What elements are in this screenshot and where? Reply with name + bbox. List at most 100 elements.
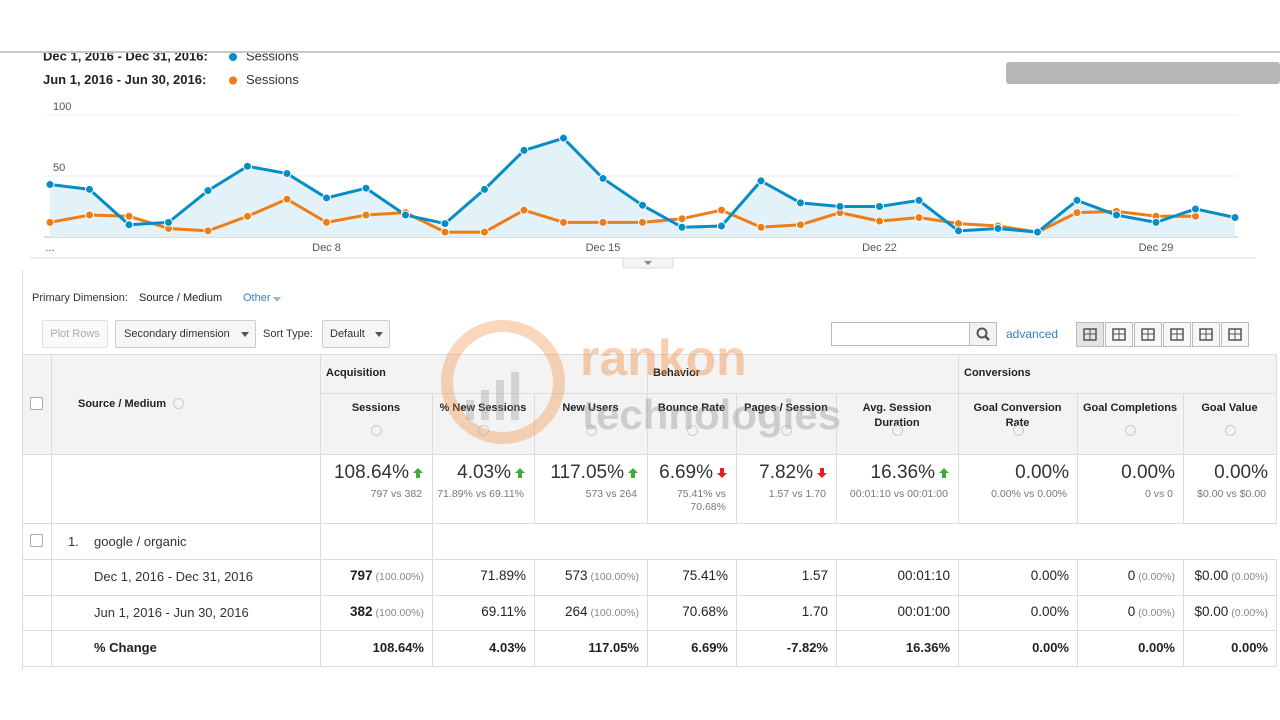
change-value: 6.69% — [691, 640, 728, 655]
row-cell — [51, 559, 321, 596]
metric-value-text: 71.89% — [480, 568, 526, 583]
row-cell — [958, 595, 1078, 631]
row-cell — [22, 559, 52, 596]
total-value-text: 108.64% — [333, 462, 409, 483]
total-value: 6.69% — [647, 462, 728, 484]
dropdown-caret — [273, 297, 281, 302]
row-cell — [647, 630, 737, 667]
data-point — [954, 226, 963, 236]
view-toggle[interactable] — [1221, 322, 1249, 347]
metric-value-text: 70.68% — [682, 604, 728, 619]
x-tick-label: Dec 22 — [862, 242, 897, 254]
legend-marker — [229, 76, 237, 85]
metric-share: (100.00%) — [590, 571, 639, 583]
totals-cell — [320, 454, 433, 524]
trend-arrow — [628, 468, 638, 478]
view-toggle[interactable] — [1134, 322, 1162, 347]
metric-value: 69.11% — [432, 604, 526, 619]
data-point — [1072, 208, 1082, 218]
metric-value: 382 (100.00%) — [320, 604, 424, 619]
row-cell — [51, 595, 321, 631]
collapse-caret — [644, 261, 652, 265]
trend-arrow — [817, 468, 827, 478]
header-cell — [1077, 393, 1184, 455]
group-label: Acquisition — [326, 367, 386, 379]
totals-cell — [958, 454, 1078, 524]
checkbox[interactable] — [30, 534, 43, 547]
view-icon — [1228, 328, 1242, 341]
metric-value: 0 (0.00%) — [1077, 568, 1175, 583]
period-label: Jun 1, 2016 - Jun 30, 2016 — [94, 605, 249, 620]
metric-value: 797 (100.00%) — [320, 568, 424, 583]
metric-value: 00:01:00 — [836, 604, 950, 619]
total-value: 117.05% — [534, 462, 639, 484]
metric-share: (100.00%) — [590, 607, 639, 619]
row-cell — [1183, 630, 1277, 667]
total-value: 0.00% — [958, 462, 1069, 484]
metric-value-text: 264 — [565, 604, 588, 619]
data-point — [322, 217, 331, 227]
header-cell — [958, 393, 1078, 455]
view-toggle[interactable] — [1105, 322, 1133, 347]
total-value: 4.03% — [432, 462, 526, 484]
row-cell — [736, 630, 837, 667]
group-label: Behavior — [653, 367, 701, 379]
data-point — [559, 217, 568, 227]
help-icon — [781, 425, 792, 436]
data-point — [322, 193, 331, 203]
view-toggle[interactable] — [1076, 322, 1104, 347]
metric-value-text: 00:01:10 — [897, 568, 950, 583]
totals-cell — [736, 454, 837, 524]
total-detail: 1.57 vs 1.70 — [768, 488, 826, 500]
search-button[interactable] — [969, 322, 997, 346]
data-point — [440, 219, 450, 229]
view-toggle[interactable] — [1163, 322, 1191, 347]
plot-rows-button[interactable]: Plot Rows — [42, 320, 108, 348]
primary-dimension-label: Primary Dimension: — [32, 292, 128, 304]
data-point — [1033, 227, 1042, 237]
row-cell — [1077, 595, 1184, 631]
totals-cell — [22, 454, 52, 524]
data-point — [796, 198, 805, 208]
trend-arrow — [515, 468, 525, 478]
group-header — [647, 354, 959, 394]
secondary-dimension-select[interactable]: Secondary dimension — [115, 320, 256, 348]
view-toggle[interactable] — [1192, 322, 1220, 347]
row-cell — [22, 630, 52, 667]
change-value: -7.82% — [786, 640, 828, 655]
search-input[interactable] — [831, 322, 970, 346]
metric-value: 573 (100.00%) — [534, 568, 639, 583]
help-icon — [1224, 425, 1236, 436]
row-cell — [432, 630, 535, 667]
data-point — [1230, 212, 1240, 222]
metric-value: 264 (100.00%) — [534, 604, 639, 619]
metric-value-text: $0.00 — [1194, 568, 1229, 583]
data-point — [45, 180, 55, 190]
sort-type-label: Sort Type: — [263, 328, 313, 340]
checkbox[interactable] — [30, 397, 43, 410]
help-icon — [892, 425, 903, 436]
data-point — [914, 195, 924, 205]
data-point — [124, 211, 134, 221]
change-value: 117.05% — [588, 640, 639, 655]
data-point — [519, 145, 529, 155]
row-label[interactable]: google / organic — [94, 534, 187, 549]
row-cell — [1077, 630, 1184, 667]
other-dimension[interactable]: Other — [243, 292, 271, 304]
y-tick-label: 100 — [53, 101, 71, 113]
data-point — [85, 210, 94, 220]
totals-cell — [836, 454, 959, 524]
metric-value: 71.89% — [432, 568, 526, 583]
trend-arrow — [413, 468, 423, 478]
column-header: Avg. Session Duration — [862, 402, 932, 429]
metric-value: $0.00 (0.00%) — [1183, 604, 1268, 619]
data-point — [243, 161, 252, 171]
legend-label: Sessions — [246, 72, 299, 87]
data-point — [914, 212, 924, 222]
data-point — [1191, 211, 1200, 221]
data-point — [717, 221, 726, 231]
data-point — [993, 223, 1003, 233]
advanced-link[interactable]: advanced — [1006, 327, 1059, 341]
data-point — [756, 176, 766, 186]
metric-share: (0.00%) — [1138, 571, 1175, 583]
